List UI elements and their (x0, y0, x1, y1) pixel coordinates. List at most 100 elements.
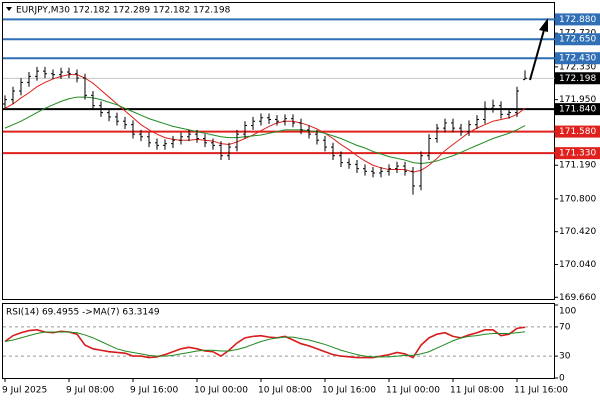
ohlc-bar (187, 129, 191, 142)
current-price-label: 172.198 (559, 74, 596, 84)
ohlc-bar (179, 132, 183, 145)
x-tick-label: 9 Jul 16:00 (130, 386, 179, 396)
ohlc-bar (507, 108, 511, 119)
level-label: 171.840 (559, 105, 596, 115)
ohlc-bar (83, 73, 87, 100)
ohlc-bar (131, 120, 135, 139)
series-line (4, 326, 526, 359)
ohlc-bar (411, 166, 415, 195)
ohlc-bar (139, 129, 143, 142)
ohlc-bar (147, 132, 151, 148)
level-label: 172.430 (559, 54, 596, 64)
ohlc-bar (299, 118, 303, 135)
y-tick-label: 171.190 (559, 161, 596, 171)
ohlc-bar (107, 108, 111, 122)
ohlc-bar (67, 67, 71, 79)
x-tick-label: 11 Jul 08:00 (450, 386, 504, 396)
ohlc-bar (35, 66, 39, 81)
level-label: 172.650 (559, 35, 596, 45)
ohlc-bar (315, 129, 319, 145)
ohlc-bar (203, 134, 207, 148)
y-tick-label: 30 (559, 352, 571, 362)
level-label-box (555, 13, 600, 26)
ohlc-bar (419, 151, 423, 191)
chart-title: EURJPY,M30 172.182 172.289 172.182 172.1… (16, 6, 231, 16)
ohlc-bar (331, 142, 335, 161)
ohlc-bar (499, 101, 503, 119)
ohlc-bar (75, 69, 79, 83)
y-tick-label: 70 (559, 322, 571, 332)
ohlc-bar (123, 116, 127, 129)
y-tick-label: 172.330 (559, 62, 596, 72)
ohlc-bar (267, 113, 271, 124)
plot: 169.660 170.040 170.420 170.800 171.190 171.9… (2, 13, 600, 396)
ohlc-bar (283, 114, 287, 126)
ohlc-bar (451, 118, 455, 133)
y-tick-label: 171.950 (559, 95, 596, 105)
ohlc-bar (155, 138, 159, 150)
ohlc-bar (427, 134, 431, 161)
ohlc-bar (27, 72, 31, 87)
level-label-box (555, 125, 600, 138)
y-tick-label: 0 (559, 374, 565, 384)
ohlc-bar (347, 158, 351, 169)
x-tick-label: 9 Jul 2025 (2, 386, 47, 396)
y-tick-label: 169.660 (559, 293, 596, 303)
ohlc-bar (227, 142, 231, 161)
price-panel (2, 2, 555, 300)
ohlc-bar (195, 129, 199, 143)
ohlc-bar (371, 166, 375, 178)
ohlc-bar (491, 99, 495, 113)
y-tick-label: 170.420 (559, 227, 596, 237)
level-label-box (555, 147, 600, 160)
ohlc-bar (275, 115, 279, 126)
ohlc-bar (435, 123, 439, 143)
ohlc-bar (219, 141, 223, 161)
y-tick-label: 170.040 (559, 260, 596, 270)
ohlc-bar (483, 101, 487, 124)
ohlc-bar (339, 151, 343, 167)
level-label: 172.880 (559, 15, 596, 25)
ohlc-bar (59, 67, 63, 79)
level-label: 171.330 (559, 149, 596, 159)
rsi-title: RSI(14) 69.4955 ->MA(7) 63.3149 (6, 308, 160, 318)
rsi-panel (2, 303, 555, 379)
ohlc-bar (259, 113, 263, 126)
ohlc-bar (211, 138, 215, 150)
x-tick-label: 10 Jul 08:00 (258, 386, 312, 396)
ohlc-bar (19, 78, 23, 96)
ohlc-bar (323, 135, 327, 152)
ohlc-bar (51, 69, 55, 79)
ohlc-bar (523, 70, 527, 81)
y-tick-label: 100 (559, 307, 576, 317)
ohlc-bar (99, 101, 103, 117)
x-tick-label: 11 Jul 00:00 (386, 386, 440, 396)
arrow-head (539, 18, 548, 32)
moving-average (4, 74, 526, 173)
ohlc-bar (115, 112, 119, 126)
ohlc-bar (467, 120, 471, 136)
ohlc-bar (379, 166, 383, 178)
x-tick-label: 11 Jul 16:00 (514, 386, 568, 396)
x-tick-label: 10 Jul 00:00 (194, 386, 248, 396)
ohlc-bar (363, 164, 367, 176)
level-label-box (555, 52, 600, 65)
series-line (4, 331, 526, 358)
level-label: 171.580 (559, 127, 596, 137)
menu-arrow (6, 7, 12, 11)
ohlc-bar (515, 86, 519, 117)
arrow-shaft (529, 29, 545, 81)
x-tick-label: 10 Jul 16:00 (322, 386, 376, 396)
current-price-box (555, 72, 600, 85)
ohlc-bar (459, 123, 463, 136)
ohlc-bar (235, 129, 239, 152)
ohlc-bar (43, 66, 47, 79)
ohlc-bar (163, 139, 167, 150)
level-label-box (555, 103, 600, 116)
ohlc-bar (291, 114, 295, 128)
y-tick-label: 170.800 (559, 194, 596, 204)
ohlc-bar (3, 95, 7, 109)
